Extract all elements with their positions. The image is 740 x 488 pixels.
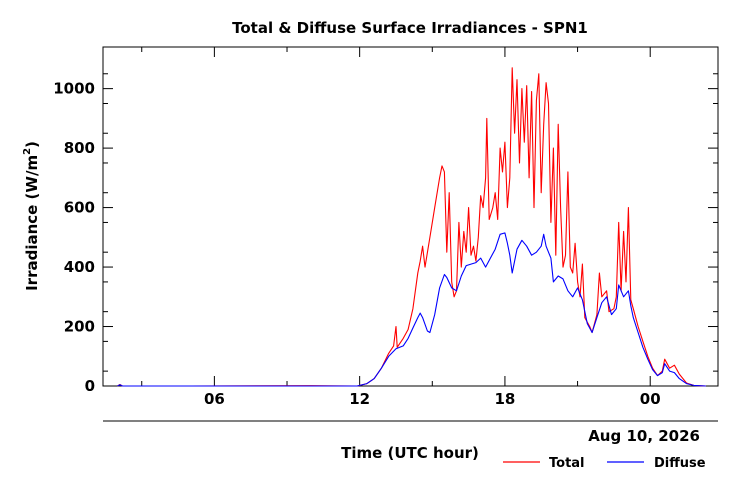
y-tick-label: 400: [64, 258, 95, 276]
y-tick-label: 1000: [53, 80, 95, 98]
series-layer: [117, 67, 706, 387]
legend: Total Diffuse: [503, 456, 706, 471]
x-tick-label: 12: [349, 390, 370, 408]
minor-ticks: [103, 47, 718, 386]
y-tick-label: 200: [64, 318, 95, 336]
date-label: Aug 10, 2026: [588, 427, 700, 445]
x-tick-label: 18: [494, 390, 515, 408]
y-tick-label: 0: [85, 377, 95, 395]
series-line-diffuse: [117, 232, 706, 387]
plot-frame: [102, 46, 719, 387]
y-axis-ticks: 0 200 400 600 800 1000: [53, 80, 718, 395]
legend-diffuse-label: Diffuse: [654, 456, 706, 471]
x-tick-label: 06: [204, 390, 225, 408]
x-axis-ticks: 06 12 18 00: [204, 47, 661, 408]
y-tick-label: 600: [64, 199, 95, 217]
plot-border: [102, 46, 719, 387]
x-axis-label: Time (UTC hour): [341, 444, 479, 462]
y-tick-label: 800: [64, 139, 95, 157]
y-axis-label: Irradiance (W/m2): [22, 141, 41, 291]
legend-total-label: Total: [549, 456, 585, 471]
series-line-total: [117, 67, 706, 387]
chart-title: Total & Diffuse Surface Irradiances - SP…: [232, 19, 588, 37]
x-tick-label: 00: [640, 390, 661, 408]
